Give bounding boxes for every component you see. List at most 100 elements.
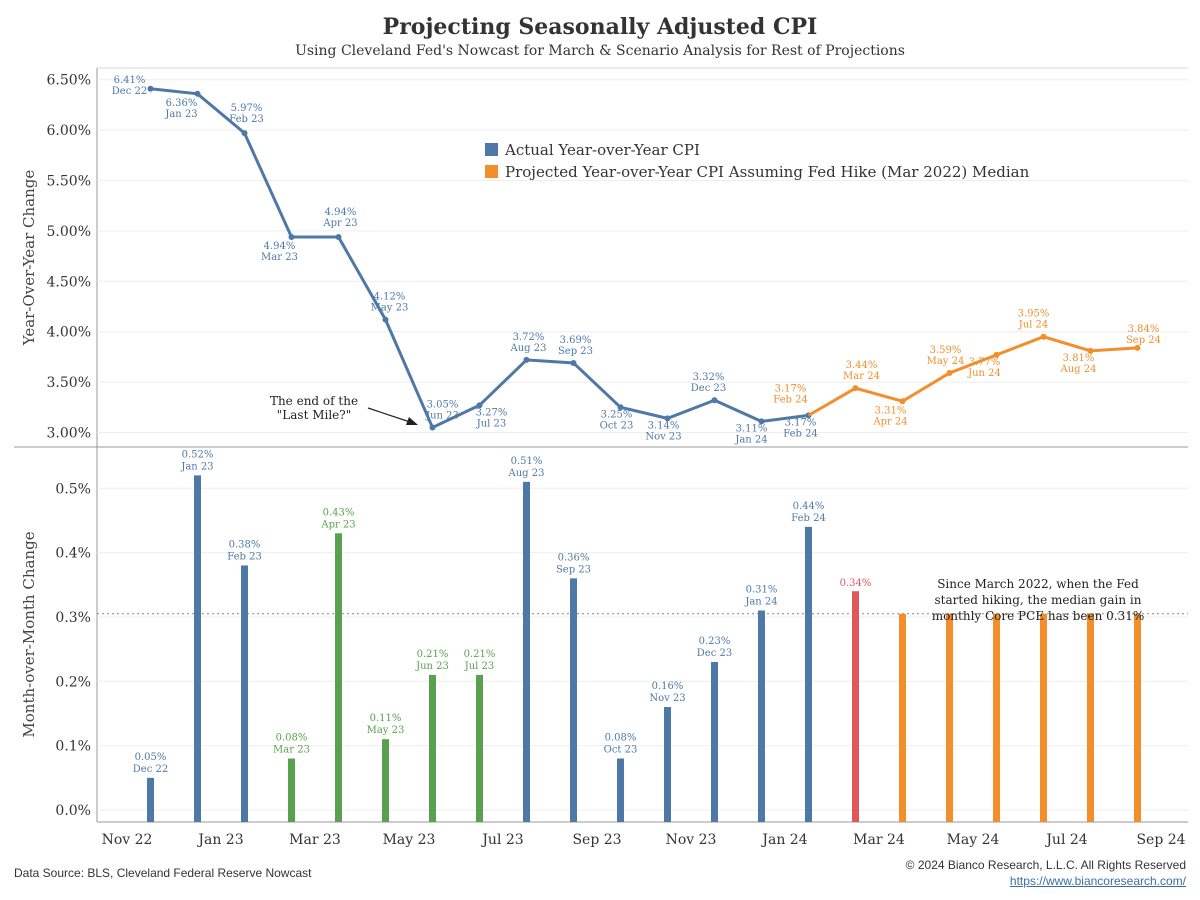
line-date-label: Apr 24 <box>872 416 907 427</box>
yoy-point <box>288 233 295 240</box>
bar-date-label: Jan 23 <box>180 461 213 472</box>
line-value-label: 3.11% <box>736 423 768 434</box>
yoy-point <box>946 370 953 377</box>
chart-title: Projecting Seasonally Adjusted CPI <box>382 14 818 40</box>
bar-value-label: 0.23% <box>699 636 731 647</box>
y-tick-label-top: 6.50% <box>47 73 91 89</box>
bar-date-label: Jul 23 <box>464 661 495 672</box>
bar-date-label: Mar 23 <box>273 745 310 756</box>
line-value-label: 3.25% <box>601 409 633 420</box>
legend-label: Projected Year-over-Year CPI Assuming Fe… <box>505 163 1030 181</box>
line-date-label: Sep 24 <box>1126 335 1161 346</box>
x-tick-label: Mar 23 <box>289 832 341 848</box>
line-date-label: Aug 23 <box>510 343 547 354</box>
bar-value-label: 0.43% <box>323 507 355 518</box>
bianco-link[interactable]: https://www.biancoresearch.com/ <box>1009 874 1186 888</box>
bar-value-label: 0.21% <box>417 649 449 660</box>
y-tick-label-bottom: 0.1% <box>55 739 91 755</box>
line-date-label: Feb 24 <box>773 394 808 405</box>
yoy-point <box>241 130 248 137</box>
yoy-point <box>194 90 201 97</box>
line-date-label: May 23 <box>371 303 409 314</box>
yoy-point <box>429 424 436 431</box>
copyright-block: © 2024 Bianco Research, L.L.C. All Right… <box>906 857 1186 889</box>
x-tick-label: Sep 24 <box>1136 832 1185 848</box>
line-date-label: Jun 24 <box>967 368 1001 379</box>
x-tick-label: May 23 <box>383 832 436 848</box>
yoy-point <box>335 233 342 240</box>
line-value-label: 3.84% <box>1128 324 1160 335</box>
line-date-label: Feb 23 <box>229 114 264 125</box>
mom-bar <box>805 526 812 822</box>
line-value-label: 6.41% <box>114 75 146 86</box>
line-date-label: Apr 23 <box>322 218 357 229</box>
yoy-point <box>993 351 1000 358</box>
mom-bar <box>1040 613 1047 822</box>
line-value-label: 4.94% <box>264 241 296 252</box>
y-tick-label-bottom: 0.4% <box>55 546 91 562</box>
y-tick-label-top: 3.50% <box>47 375 91 391</box>
legend-label: Actual Year-over-Year CPI <box>504 141 700 159</box>
last-mile-annotation: The end of the <box>270 394 358 408</box>
y-tick-label-bottom: 0.5% <box>55 481 91 497</box>
line-date-label: Mar 24 <box>843 371 880 382</box>
mom-bar <box>147 777 154 822</box>
line-date-label: Jan 24 <box>734 434 767 445</box>
mom-bar <box>852 591 859 822</box>
yoy-point <box>617 404 624 411</box>
mom-bar <box>335 533 342 822</box>
bar-date-label: Jan 24 <box>744 597 777 608</box>
line-date-label: Jan 23 <box>164 109 197 120</box>
mom-bar <box>946 613 953 822</box>
line-value-label: 3.77% <box>969 357 1001 368</box>
mom-bar <box>617 758 624 822</box>
bar-date-label: Feb 24 <box>791 513 826 524</box>
mom-bar <box>1087 613 1094 822</box>
line-date-label: Feb 24 <box>783 428 818 439</box>
line-date-label: Jul 24 <box>1018 320 1049 331</box>
bar-date-label: Apr 23 <box>320 519 355 530</box>
bar-value-label: 0.16% <box>652 681 684 692</box>
y-axis-title-bottom: Month-over-Month Change <box>20 531 38 737</box>
yoy-point <box>570 359 577 366</box>
x-tick-label: Jul 24 <box>1044 832 1087 848</box>
line-value-label: 3.17% <box>775 383 807 394</box>
chart-subtitle: Using Cleveland Fed's Nowcast for March … <box>295 43 905 59</box>
bar-date-label: Nov 23 <box>649 693 685 704</box>
mom-bar <box>664 707 671 822</box>
x-tick-label: Jan 24 <box>760 832 807 848</box>
yoy-point <box>711 397 718 404</box>
bar-value-label: 0.36% <box>558 552 590 563</box>
line-date-label: Aug 24 <box>1060 364 1097 375</box>
annotation-arrowhead <box>406 417 418 425</box>
bar-value-label: 0.52% <box>182 449 214 460</box>
line-value-label: 3.81% <box>1063 353 1095 364</box>
x-tick-label: Sep 23 <box>572 832 621 848</box>
bar-date-label: Dec 22 <box>133 764 168 775</box>
yoy-point <box>523 356 530 363</box>
line-value-label: 4.12% <box>374 292 406 303</box>
bar-value-label: 0.31% <box>746 585 778 596</box>
mom-bar <box>570 578 577 822</box>
mom-bar <box>899 613 906 822</box>
bar-value-label: 0.11% <box>370 713 402 724</box>
line-value-label: 3.44% <box>846 360 878 371</box>
line-date-label: Sep 23 <box>558 346 593 357</box>
y-tick-label-top: 4.50% <box>47 274 91 290</box>
bar-value-label: 0.34% <box>840 578 872 589</box>
mom-bar <box>288 758 295 822</box>
yoy-point <box>899 398 906 405</box>
line-value-label: 3.95% <box>1018 309 1050 320</box>
mom-bar <box>711 661 718 822</box>
mom-bar <box>476 674 483 822</box>
line-value-label: 3.17% <box>785 417 817 428</box>
bar-value-label: 0.08% <box>605 733 637 744</box>
x-tick-label: May 24 <box>947 832 1000 848</box>
bar-value-label: 0.51% <box>511 456 543 467</box>
yoy-point <box>1087 347 1094 354</box>
y-tick-label-top: 5.50% <box>47 174 91 190</box>
projected-yoy-line <box>807 335 1138 417</box>
median-annotation: monthly Core PCE has been 0.31% <box>932 609 1145 623</box>
line-date-label: Dec 23 <box>691 383 726 394</box>
